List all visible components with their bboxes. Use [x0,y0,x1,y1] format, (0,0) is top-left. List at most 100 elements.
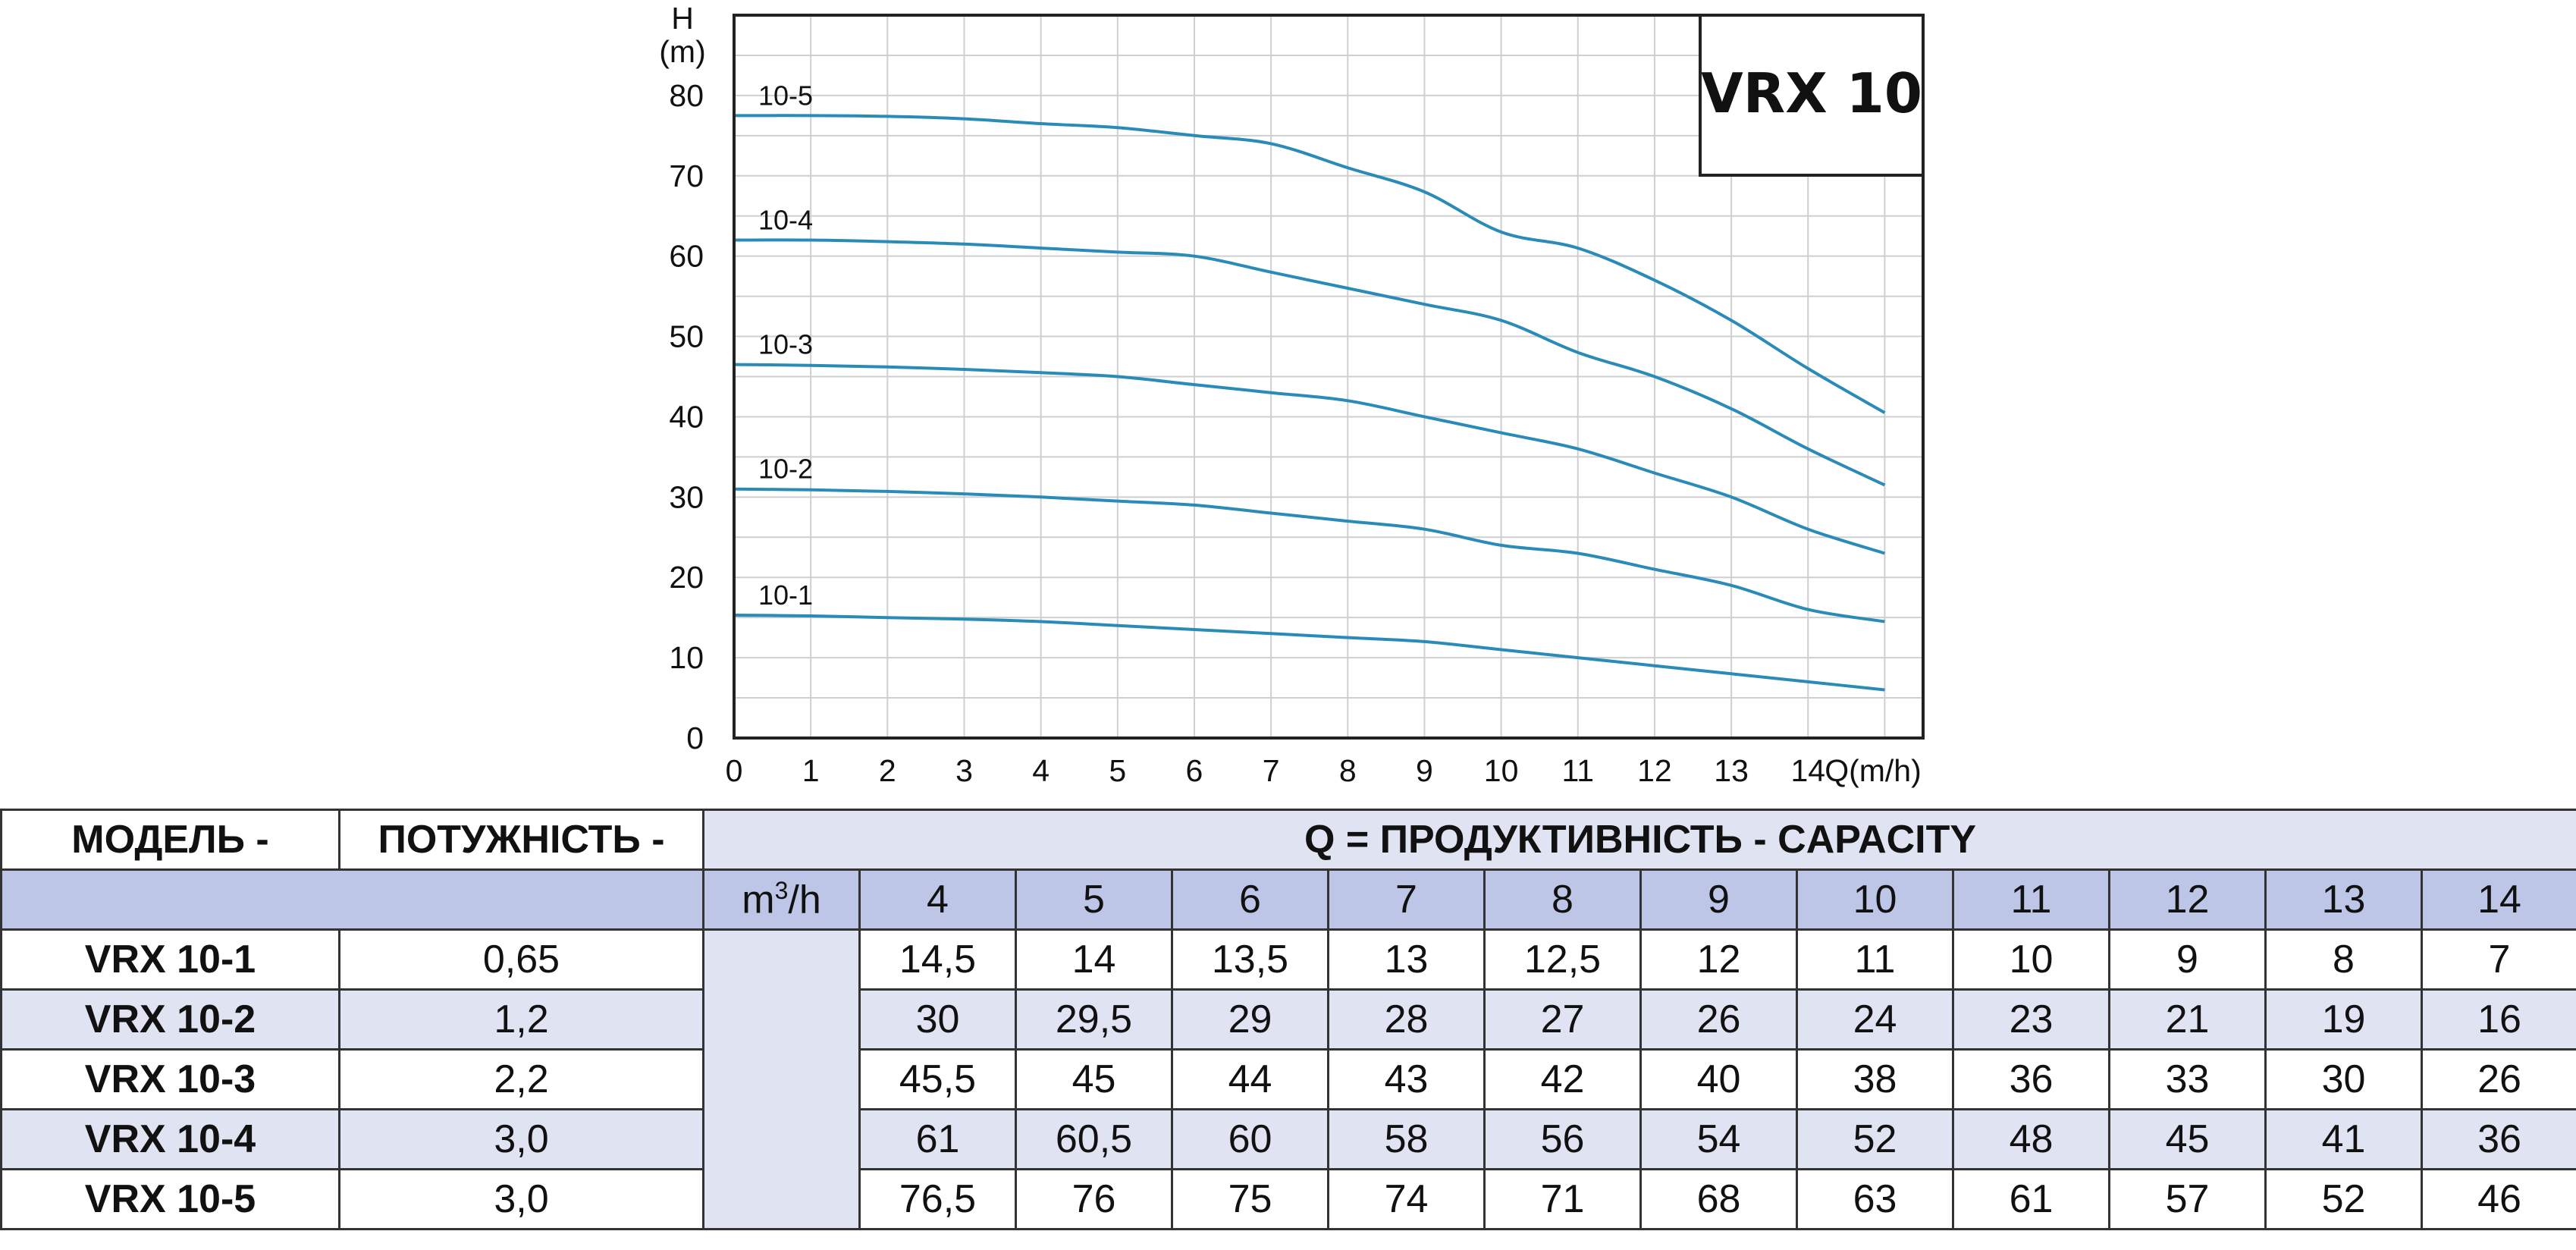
head-value-cell: 29,5 [1015,988,1173,1051]
capacity-value: 14 [2420,868,2576,931]
x-tick-labels: 0 1 2 3 4 5 6 7 8 9 10 11 12 13 14 [726,753,1825,788]
y-tick-label: 70 [669,159,704,193]
capacity-header: Q = ПРОДУКТИВНІСТЬ - CAPACITY [701,809,2576,871]
x-tick-label: 13 [1714,753,1749,788]
model-cell: VRX 10-2 [0,988,340,1051]
unit-sup: 3 [774,876,789,904]
head-value-cell: 71 [1483,1168,1642,1230]
table-row: VRX 10-5 3,0 76,5 76 75 74 71 68 63 61 57 52 46 [0,1168,2576,1230]
head-value-cell: 12,5 [1483,928,1642,991]
x-tick-label: 4 [1032,753,1050,788]
y-tick-label: 10 [669,640,704,675]
head-value-cell: 76,5 [858,1168,1017,1230]
power-header: ПОТУЖНІСТЬ - [338,809,704,871]
power-cell: 3,0 [338,1168,704,1230]
y-axis-label-top: H [671,1,694,36]
head-value-cell: 48 [1952,1108,2110,1170]
head-value-cell: 57 [2108,1168,2267,1230]
head-value-cell: 14,5 [858,928,1017,991]
head-value-cell: 36 [1952,1048,2110,1110]
head-value-cell: 13,5 [1171,928,1329,991]
head-value-cell: 30 [858,988,1017,1051]
curve-10-5 [733,114,1886,414]
x-tick-label: 7 [1263,753,1280,788]
blank-header-cell [0,868,704,931]
chart-curves [733,114,1886,692]
head-value-cell: 26 [1639,988,1798,1051]
capacity-value: 10 [1796,868,1954,931]
capacity-value: 6 [1171,868,1329,931]
head-value-cell: 30 [2264,1048,2423,1110]
y-axis-label-unit: (m) [659,34,705,69]
x-tick-label: 14 [1790,753,1825,788]
curve-10-3 [733,363,1886,555]
power-cell: 1,2 [338,988,704,1051]
head-value-cell: 40 [1639,1048,1798,1110]
head-value-cell: 44 [1171,1048,1329,1110]
head-value-cell: 13 [1327,928,1486,991]
head-value-cell: 75 [1171,1168,1329,1230]
model-cell: VRX 10-1 [0,928,340,991]
power-cell: 3,0 [338,1108,704,1170]
power-cell: 0,65 [338,928,704,991]
head-value-cell: 12 [1639,928,1798,991]
capacity-value: 4 [858,868,1017,931]
head-value-cell: 43 [1327,1048,1486,1110]
head-value-cell: 10 [1952,928,2110,991]
head-value-cell: 21 [2108,988,2267,1051]
model-cell: VRX 10-4 [0,1108,340,1170]
head-value-cell: 76 [1015,1168,1173,1230]
x-axis-label: Q(m/h) [1825,753,1922,788]
head-value-cell: 45 [1015,1048,1173,1110]
head-value-cell: 54 [1639,1108,1798,1170]
plot-frame [733,14,1925,740]
head-value-cell: 46 [2420,1168,2576,1230]
model-cell: VRX 10-5 [0,1168,340,1230]
head-value-cell: 7 [2420,928,2576,991]
x-tick-label: 5 [1109,753,1126,788]
x-tick-label: 3 [955,753,973,788]
y-tick-label: 60 [669,239,704,274]
head-value-cell: 63 [1796,1168,1954,1230]
head-value-cell: 42 [1483,1048,1642,1110]
head-value-cell: 24 [1796,988,1954,1051]
unit-spacer-cell [702,928,861,1230]
head-value-cell: 9 [2108,928,2267,991]
head-value-cell: 36 [2420,1108,2576,1170]
capacity-values-row: m3/h 4 5 6 7 8 9 10 11 12 13 14 [0,868,2576,931]
head-value-cell: 45,5 [858,1048,1017,1110]
table-header-row: МОДЕЛЬ - ПОТУЖНІСТЬ - Q = ПРОДУКТИВНІСТЬ… [0,809,2576,871]
unit-tail: /h [788,878,821,922]
head-value-cell: 16 [2420,988,2576,1051]
y-tick-label: 80 [669,78,704,113]
head-value-cell: 38 [1796,1048,1954,1110]
head-value-cell: 45 [2108,1108,2267,1170]
x-tick-label: 12 [1637,753,1672,788]
capacity-value: 13 [2264,868,2423,931]
head-value-cell: 52 [2264,1168,2423,1230]
x-tick-label: 0 [726,753,743,788]
head-value-cell: 74 [1327,1168,1486,1230]
head-value-cell: 26 [2420,1048,2576,1110]
curve-label-10-2: 10-2 [758,454,813,485]
head-value-cell: 33 [2108,1048,2267,1110]
curve-10-1 [733,614,1885,692]
head-value-cell: 11 [1796,928,1954,991]
model-header: МОДЕЛЬ - [0,809,340,871]
head-value-cell: 14 [1015,928,1173,991]
table-row: VRX 10-4 3,0 61 60,5 60 58 56 54 52 48 45 41 36 [0,1108,2576,1170]
head-value-cell: 52 [1796,1108,1954,1170]
head-value-cell: 28 [1327,988,1486,1051]
x-tick-label: 8 [1339,753,1357,788]
x-tick-label: 1 [802,753,820,788]
head-value-cell: 8 [2264,928,2423,991]
performance-table: МОДЕЛЬ - ПОТУЖНІСТЬ - Q = ПРОДУКТИВНІСТЬ… [0,809,2576,1230]
head-value-cell: 58 [1327,1108,1486,1170]
head-value-cell: 56 [1483,1108,1642,1170]
head-value-cell: 19 [2264,988,2423,1051]
table-row: VRX 10-1 0,65 14,5 14 13,5 13 12,5 12 11 10 9 8 7 [0,928,2576,1230]
head-value-cell: 27 [1483,988,1642,1051]
capacity-value: 9 [1639,868,1798,931]
head-value-cell: 60 [1171,1108,1329,1170]
table-row: VRX 10-3 2,2 45,5 45 44 43 42 40 38 36 33 30 26 [0,1048,2576,1110]
